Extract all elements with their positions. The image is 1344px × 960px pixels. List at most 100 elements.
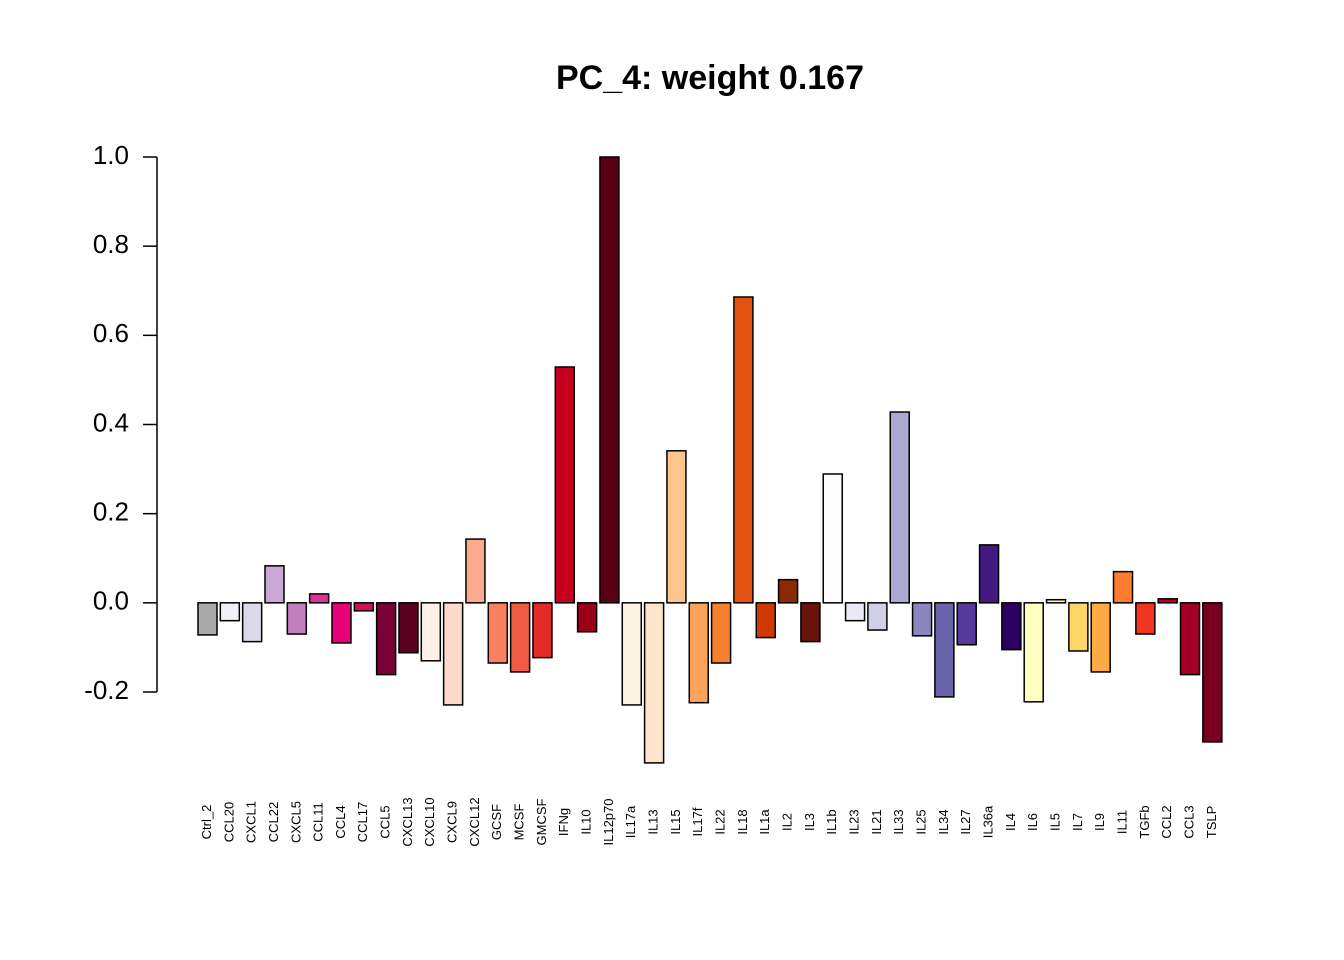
bar xyxy=(420,602,442,662)
x-tick-label: IL23 xyxy=(847,809,862,834)
x-tick-label: TSLP xyxy=(1204,806,1219,839)
bar xyxy=(755,602,776,639)
x-tick-label: IFNg xyxy=(556,808,571,836)
bar xyxy=(331,602,352,644)
x-tick-label: CCL22 xyxy=(266,802,281,842)
x-tick-label: IL9 xyxy=(1092,813,1107,831)
bar xyxy=(241,602,263,643)
bar xyxy=(822,473,843,604)
x-tick-label: IL17f xyxy=(690,807,705,836)
x-tick-label: CCL4 xyxy=(333,805,348,838)
bar xyxy=(733,296,754,604)
bar xyxy=(1202,602,1223,743)
x-tick-label: IL7 xyxy=(1070,813,1085,831)
x-tick-label: CCL2 xyxy=(1159,805,1174,838)
bar xyxy=(710,602,732,664)
bar xyxy=(1023,602,1044,703)
bar xyxy=(197,602,218,636)
bar xyxy=(1112,570,1134,604)
y-tick-label: -0.2 xyxy=(84,675,129,705)
y-tick-label: 0.8 xyxy=(93,229,129,259)
x-tick-label: IL36a xyxy=(980,805,995,838)
x-tick-label: IL25 xyxy=(913,809,928,834)
y-tick-label: 0.0 xyxy=(93,586,129,616)
x-tick-label: IL22 xyxy=(713,809,728,834)
x-tick-label: CCL5 xyxy=(378,805,393,838)
x-tick-label: IL10 xyxy=(579,809,594,834)
x-tick-label: IL12p70 xyxy=(601,799,616,846)
x-tick-label: IL2 xyxy=(780,813,795,831)
x-tick-label: CXCL5 xyxy=(288,801,303,843)
bar xyxy=(286,602,308,635)
bar xyxy=(956,602,977,646)
bar xyxy=(532,602,553,659)
bar xyxy=(264,565,285,604)
y-tick-label: 0.6 xyxy=(93,318,129,348)
x-tick-label: IL34 xyxy=(936,809,951,834)
x-tick-label: Ctrl_2 xyxy=(199,805,214,840)
bar xyxy=(1090,602,1111,673)
bar xyxy=(1001,602,1022,651)
x-tick-label: IL33 xyxy=(891,809,906,834)
bar xyxy=(643,602,665,764)
bar xyxy=(800,602,821,643)
bar xyxy=(509,602,531,673)
bar xyxy=(1045,598,1067,604)
x-tick-label: CXCL12 xyxy=(467,797,482,846)
x-tick-label: GCSF xyxy=(489,804,504,840)
bar xyxy=(219,602,241,622)
bar xyxy=(1157,598,1178,604)
x-tick-label: CXCL13 xyxy=(400,797,415,846)
bar xyxy=(1179,602,1201,676)
bar xyxy=(688,602,710,704)
bar xyxy=(844,602,866,622)
x-tick-label: CXCL9 xyxy=(445,801,460,843)
x-tick-label: IL27 xyxy=(958,809,973,834)
x-tick-label: TGFb xyxy=(1137,805,1152,838)
x-tick-label: IL4 xyxy=(1003,813,1018,831)
bar xyxy=(934,602,955,698)
x-tick-label: IL6 xyxy=(1025,813,1040,831)
x-tick-label: MCSF xyxy=(512,804,527,841)
chart-title: PC_4: weight 0.167 xyxy=(556,59,864,97)
x-tick-label: CCL17 xyxy=(355,802,370,842)
bar xyxy=(353,602,375,612)
y-tick-label: 0.2 xyxy=(93,497,129,527)
bar xyxy=(777,578,799,604)
bar xyxy=(398,602,419,654)
bar xyxy=(308,593,330,604)
x-tick-label: CCL20 xyxy=(221,802,236,842)
bar xyxy=(621,602,643,706)
x-tick-label: IL1b xyxy=(824,809,839,834)
x-tick-label: IL17a xyxy=(623,805,638,838)
bar xyxy=(978,544,1000,604)
y-tick-label: 1.0 xyxy=(93,140,129,170)
bar xyxy=(889,411,910,604)
x-tick-label: CXCL1 xyxy=(244,801,259,843)
bar xyxy=(487,602,509,664)
bar xyxy=(554,366,576,604)
x-tick-label: GMCSF xyxy=(534,798,549,845)
x-tick-label: CCL3 xyxy=(1181,805,1196,838)
x-tick-label: IL3 xyxy=(802,813,817,831)
bar xyxy=(442,602,464,706)
x-tick-label: IL11 xyxy=(1114,810,1129,834)
x-tick-label: CXCL10 xyxy=(422,797,437,846)
bar xyxy=(599,156,620,604)
bar xyxy=(375,602,397,676)
x-tick-label: IL1a xyxy=(757,809,772,835)
bar xyxy=(465,538,486,604)
bar xyxy=(1135,602,1156,635)
bar xyxy=(576,602,598,633)
x-tick-label: CCL11 xyxy=(311,802,326,842)
bar xyxy=(867,602,888,631)
bar xyxy=(1068,602,1089,652)
y-tick-label: 0.4 xyxy=(93,407,129,437)
x-tick-label: IL5 xyxy=(1047,813,1062,831)
x-tick-label: IL18 xyxy=(735,809,750,834)
bar xyxy=(666,450,687,604)
x-tick-label: IL13 xyxy=(646,809,661,834)
x-tick-label: IL21 xyxy=(869,809,884,834)
x-tick-label: IL15 xyxy=(668,809,683,834)
